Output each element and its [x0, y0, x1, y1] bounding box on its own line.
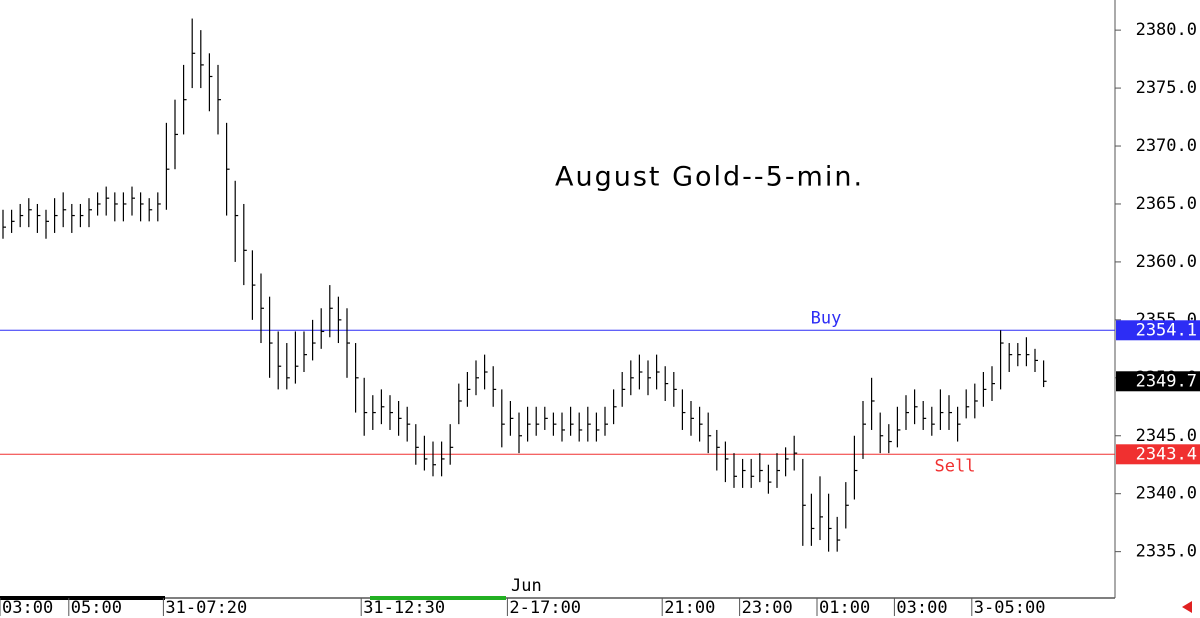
x-tick-label: 31-07:20: [165, 598, 247, 618]
x-tick-label: 03:00: [896, 598, 947, 618]
y-tick-label: 2380.0: [1136, 20, 1197, 40]
y-tick-label: 2370.0: [1136, 136, 1197, 156]
scroll-arrow[interactable]: [1182, 601, 1192, 613]
y-tick-label: 2360.0: [1136, 252, 1197, 272]
x-tick-label: 21:00: [664, 598, 715, 618]
session-bar: [370, 596, 506, 600]
price-box-label: 2354.1: [1136, 320, 1197, 340]
x-tick-label: 3-05:00: [974, 598, 1046, 618]
y-tick-label: 2365.0: [1136, 194, 1197, 214]
reference-label: Buy: [811, 308, 842, 328]
x-tick-label: 2-17:00: [509, 598, 581, 618]
y-tick-label: 2340.0: [1136, 484, 1197, 504]
x-tick-label: 03:00: [2, 598, 53, 618]
price-box: [1116, 444, 1200, 465]
x-tick-label: 01:00: [819, 598, 870, 618]
y-tick-label: 2335.0: [1136, 542, 1197, 562]
x-tick-label: 05:00: [71, 598, 122, 618]
reference-label: Sell: [935, 456, 976, 476]
last-price-box: [1116, 371, 1200, 392]
y-tick-label: 2375.0: [1136, 78, 1197, 98]
x-tick-label: 31-12:30: [363, 598, 445, 618]
y-tick-label: 2345.0: [1136, 426, 1197, 446]
last-price-label: 2349.7: [1136, 371, 1197, 391]
chart-title: August Gold--5-min.: [555, 162, 864, 193]
annotation: Jun: [511, 576, 542, 596]
price-box-label: 2343.4: [1136, 444, 1197, 464]
x-tick-label: 23:00: [742, 598, 793, 618]
session-bar: [0, 596, 165, 600]
price-box: [1116, 320, 1200, 341]
